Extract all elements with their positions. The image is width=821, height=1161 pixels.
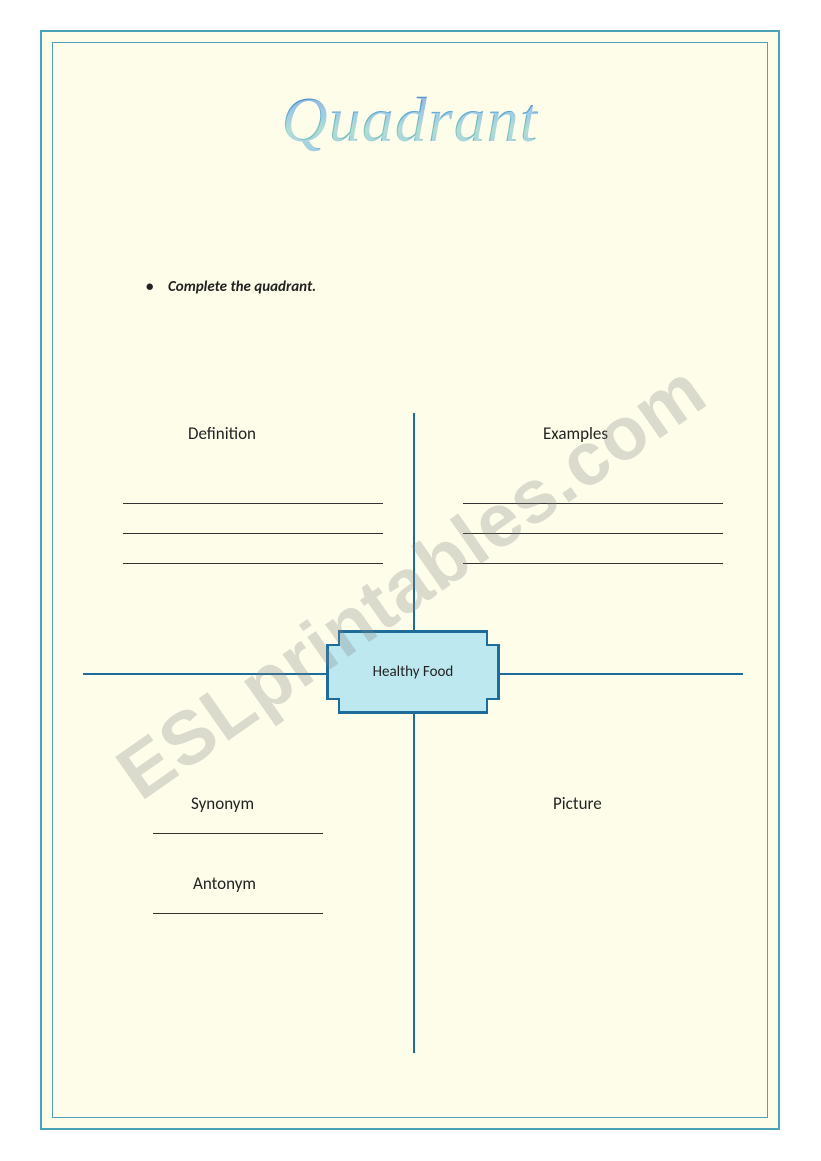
instruction-text: Complete the quadrant. xyxy=(168,278,316,296)
blank-line[interactable] xyxy=(123,503,383,504)
heading-antonym: Antonym xyxy=(193,873,256,894)
blank-line[interactable] xyxy=(123,533,383,534)
quadrant-diagram: Definition Examples Synonym Antonym Pict… xyxy=(83,413,743,1073)
worksheet-page: Quadrant Complete the quadrant. Definiti… xyxy=(40,30,780,1130)
center-topic-label: Healthy Food xyxy=(373,663,454,681)
blank-line[interactable] xyxy=(463,503,723,504)
blank-line[interactable] xyxy=(153,833,323,834)
blank-line[interactable] xyxy=(463,563,723,564)
vertical-axis xyxy=(413,413,415,1053)
heading-definition: Definition xyxy=(188,423,256,444)
inner-border: Quadrant Complete the quadrant. Definiti… xyxy=(52,42,768,1118)
blank-line[interactable] xyxy=(463,533,723,534)
heading-synonym: Synonym xyxy=(191,793,254,814)
title-container: Quadrant xyxy=(53,83,767,157)
heading-picture: Picture xyxy=(553,793,602,814)
heading-examples: Examples xyxy=(543,423,608,444)
blank-line[interactable] xyxy=(153,913,323,914)
page-title: Quadrant xyxy=(282,84,539,155)
center-topic-box: Healthy Food xyxy=(328,632,498,712)
blank-line[interactable] xyxy=(123,563,383,564)
